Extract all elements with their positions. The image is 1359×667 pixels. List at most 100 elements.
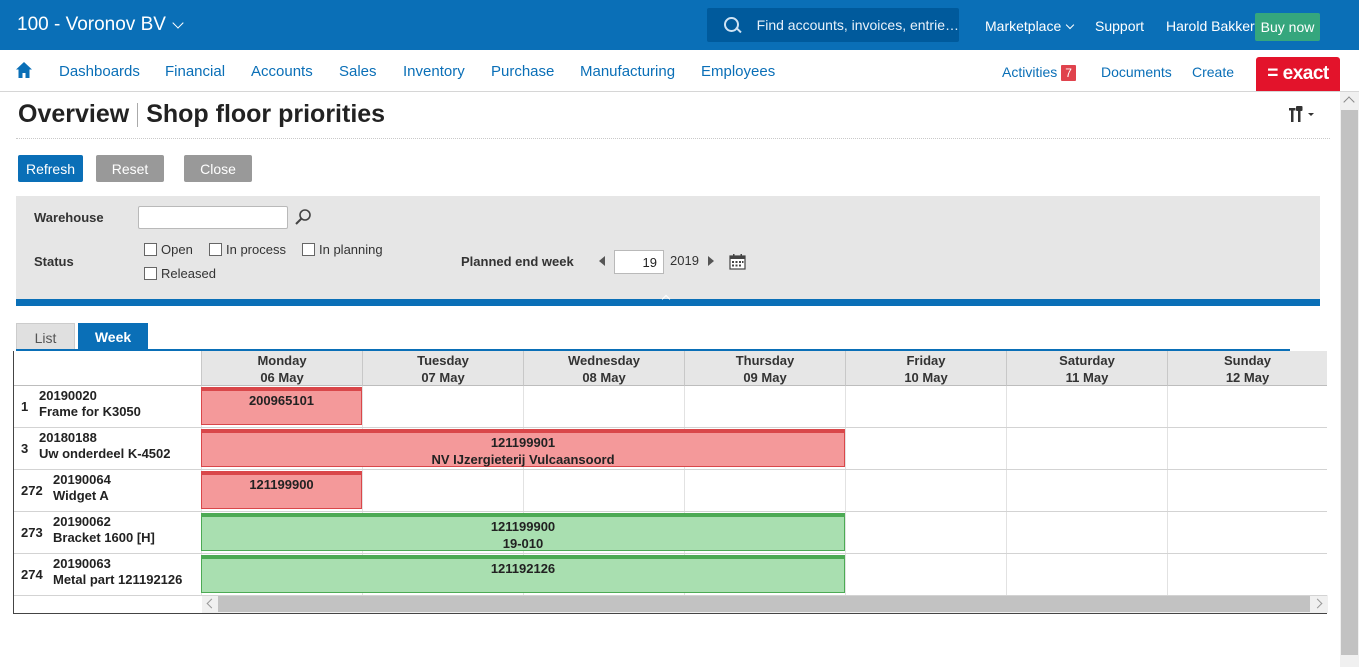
tab-week[interactable]: Week xyxy=(78,323,148,351)
planner-row-label[interactable]: 273 20190062 Bracket 1600 [H] xyxy=(14,512,201,554)
buy-now-button[interactable]: Buy now xyxy=(1255,13,1320,41)
day-name: Friday xyxy=(906,353,946,368)
day-date: 07 May xyxy=(421,370,465,385)
day-column-line xyxy=(523,386,524,596)
breadcrumb-overview[interactable]: Overview xyxy=(18,100,130,128)
title-separator xyxy=(137,102,139,127)
exact-logo: = exact xyxy=(1256,57,1340,91)
checkbox-box[interactable] xyxy=(144,267,157,280)
row-divider xyxy=(201,595,1327,596)
nav-inventory[interactable]: Inventory xyxy=(403,63,465,80)
vertical-scrollbar[interactable] xyxy=(1340,92,1359,667)
production-order-bar[interactable]: 200965101 xyxy=(201,387,362,425)
lookup-icon[interactable] xyxy=(294,208,312,226)
warehouse-label: Warehouse xyxy=(34,210,104,225)
scrollbar-thumb[interactable] xyxy=(1341,110,1358,655)
week-input[interactable]: 19 xyxy=(614,250,664,274)
scroll-up-icon[interactable] xyxy=(1343,96,1355,108)
nav-manufacturing[interactable]: Manufacturing xyxy=(580,63,676,80)
row-divider xyxy=(201,511,1327,512)
close-button[interactable]: Close xyxy=(184,155,252,182)
day-name: Tuesday xyxy=(417,353,469,368)
checkbox-box[interactable] xyxy=(302,243,315,256)
previous-week-icon[interactable] xyxy=(599,256,605,266)
order-number: 200965101 xyxy=(248,393,315,408)
chevron-down-icon xyxy=(1066,20,1075,29)
planner-row-label[interactable]: 3 20180188 Uw onderdeel K-4502 xyxy=(14,428,201,470)
company-selector[interactable]: 100 - Voronov BV xyxy=(17,14,184,36)
status-open-checkbox[interactable]: Open xyxy=(144,242,193,257)
day-date: 12 May xyxy=(1225,370,1270,385)
nav-accounts[interactable]: Accounts xyxy=(251,63,313,80)
activities-link[interactable]: Activities 7 xyxy=(1002,64,1076,81)
search-icon xyxy=(724,17,740,33)
production-order-bar[interactable]: 121192126 xyxy=(201,555,845,593)
day-header-2: Wednesday 08 May xyxy=(523,351,684,386)
warehouse-input[interactable] xyxy=(138,206,288,229)
item-description: Metal part 121192126 xyxy=(53,572,183,587)
checkbox-box[interactable] xyxy=(209,243,222,256)
settings-menu-icon[interactable] xyxy=(1288,104,1318,126)
next-week-icon[interactable] xyxy=(708,256,714,266)
planner-corner xyxy=(14,351,201,386)
day-header-3: Thursday 09 May xyxy=(684,351,845,386)
nav-employees[interactable]: Employees xyxy=(701,63,776,80)
documents-link[interactable]: Documents xyxy=(1101,64,1172,80)
row-divider xyxy=(201,469,1327,470)
row-number: 3 xyxy=(21,441,29,456)
refresh-button[interactable]: Refresh xyxy=(18,155,83,182)
page-heading: Shop floor priorities xyxy=(146,100,386,128)
global-search[interactable]: Find accounts, invoices, entrie… xyxy=(707,8,959,42)
top-bar: 100 - Voronov BV Find accounts, invoices… xyxy=(0,0,1359,50)
title-divider xyxy=(16,138,1330,139)
scroll-right-icon[interactable] xyxy=(1312,598,1323,609)
user-menu[interactable]: Harold Bakker xyxy=(1166,18,1255,34)
day-name: Saturday xyxy=(1059,353,1115,368)
row-item: 20190020 Frame for K3050 xyxy=(39,388,141,420)
day-date: 11 May xyxy=(1065,370,1109,385)
collapse-filter-bar[interactable] xyxy=(16,294,1320,306)
scroll-left-icon[interactable] xyxy=(206,598,217,609)
item-description: Widget A xyxy=(53,488,109,503)
item-description: Frame for K3050 xyxy=(39,404,141,419)
planned-end-week-label: Planned end week xyxy=(461,254,574,269)
row-divider xyxy=(201,427,1327,428)
status-released-checkbox[interactable]: Released xyxy=(144,266,216,281)
production-order-bar[interactable]: 121199900 19-010 xyxy=(201,513,845,551)
horizontal-scrollbar[interactable] xyxy=(202,595,1328,613)
calendar-icon[interactable] xyxy=(729,253,746,270)
scrollbar-thumb[interactable] xyxy=(218,596,1310,612)
nav-financial[interactable]: Financial xyxy=(165,63,226,80)
support-link[interactable]: Support xyxy=(1095,18,1144,34)
order-number: 121199900 xyxy=(490,519,556,534)
nav-dashboards[interactable]: Dashboards xyxy=(59,63,140,80)
day-name: Wednesday xyxy=(567,353,640,368)
nav-sales[interactable]: Sales xyxy=(339,63,377,80)
order-number: 121192126 xyxy=(490,561,556,576)
day-name: Sunday xyxy=(1224,353,1271,368)
day-column-line xyxy=(1167,386,1168,596)
item-code: 20190063 xyxy=(53,556,111,571)
checkbox-box[interactable] xyxy=(144,243,157,256)
status-in-process-checkbox[interactable]: In process xyxy=(209,242,286,257)
planner-row-label[interactable]: 274 20190063 Metal part 121192126 xyxy=(14,554,201,596)
production-order-bar[interactable]: 121199900 xyxy=(201,471,362,509)
order-number: 121199901 xyxy=(490,435,556,450)
marketplace-label: Marketplace xyxy=(985,18,1062,34)
day-header-1: Tuesday 07 May xyxy=(362,351,523,386)
nav-purchase[interactable]: Purchase xyxy=(491,63,555,80)
user-name: Harold Bakker xyxy=(1166,18,1255,34)
production-order-bar[interactable]: 121199901 NV IJzergieterij Vulcaansoord xyxy=(201,429,845,467)
marketplace-menu[interactable]: Marketplace xyxy=(985,18,1075,34)
planner-row-label[interactable]: 1 20190020 Frame for K3050 xyxy=(14,386,201,428)
planner-row-label[interactable]: 272 20190064 Widget A xyxy=(14,470,201,512)
tab-list[interactable]: List xyxy=(16,323,75,351)
day-header-0: Monday 06 May xyxy=(201,351,362,386)
day-date: 08 May xyxy=(582,370,626,385)
create-link[interactable]: Create xyxy=(1192,64,1235,80)
reset-button[interactable]: Reset xyxy=(96,155,164,182)
row-number: 274 xyxy=(21,567,43,582)
row-divider xyxy=(201,553,1327,554)
home-icon[interactable] xyxy=(15,61,33,79)
status-in-planning-checkbox[interactable]: In planning xyxy=(302,242,383,257)
